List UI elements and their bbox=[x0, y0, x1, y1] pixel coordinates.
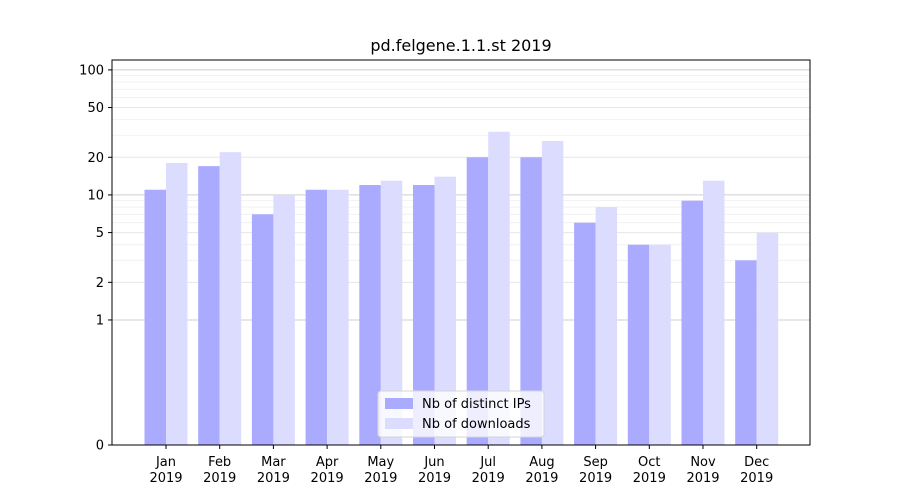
bar-downloads-jan bbox=[166, 163, 188, 445]
x-tick-year: 2019 bbox=[686, 471, 719, 486]
plot-frame bbox=[111, 59, 811, 446]
y-axis: 0 1 2 5 10 20 50 100 bbox=[79, 63, 112, 454]
bar-distinct-ips-jan bbox=[144, 189, 166, 445]
bar-downloads-feb bbox=[219, 152, 242, 445]
legend-swatch bbox=[385, 398, 413, 409]
y-tick-label: 10 bbox=[87, 188, 104, 203]
x-tick-label: Jun 2019 bbox=[418, 455, 451, 486]
legend: Nb of distinct IPs Nb of downloads bbox=[377, 390, 545, 438]
bar-downloads-jul bbox=[488, 131, 510, 445]
x-tick-month: Sep bbox=[583, 455, 608, 470]
bar-distinct-ips-jul bbox=[466, 157, 489, 445]
x-tick-year: 2019 bbox=[418, 471, 451, 486]
bar-distinct-ips-aug bbox=[520, 157, 542, 445]
bar-distinct-ips-may bbox=[359, 185, 381, 445]
x-tick-label: May 2019 bbox=[364, 455, 397, 486]
x-tick-label: Oct 2019 bbox=[633, 455, 666, 486]
x-tick-month: Jul bbox=[479, 455, 496, 470]
x-tick-year: 2019 bbox=[149, 471, 182, 486]
x-tick-label: Nov 2019 bbox=[686, 455, 719, 486]
x-tick-month: Apr bbox=[316, 455, 339, 470]
x-tick-label: Dec 2019 bbox=[740, 455, 773, 486]
x-tick-label: Jul 2019 bbox=[472, 455, 505, 486]
bar-distinct-ips-jun bbox=[413, 185, 435, 445]
x-tick-label: Jan 2019 bbox=[149, 455, 182, 486]
x-tick-month: Oct bbox=[638, 455, 660, 470]
x-tick-year: 2019 bbox=[364, 471, 397, 486]
bar-downloads-aug bbox=[541, 140, 564, 445]
x-tick-year: 2019 bbox=[203, 471, 236, 486]
x-tick-year: 2019 bbox=[311, 471, 344, 486]
x-tick-month: Feb bbox=[208, 455, 231, 470]
bar-downloads-apr bbox=[327, 189, 349, 445]
x-tick-month: Dec bbox=[744, 455, 769, 470]
x-tick-month: Jun bbox=[423, 455, 444, 470]
bar-downloads-oct bbox=[649, 244, 671, 445]
y-tick-label: 100 bbox=[79, 63, 104, 78]
bar-distinct-ips-mar bbox=[251, 214, 274, 445]
bar-downloads-sep bbox=[595, 207, 618, 445]
x-tick-label: Aug 2019 bbox=[525, 455, 558, 486]
x-tick-month: Aug bbox=[529, 455, 554, 470]
x-tick-year: 2019 bbox=[740, 471, 773, 486]
y-tick-label: 20 bbox=[87, 151, 104, 166]
bar-downloads-nov bbox=[703, 180, 725, 445]
y-tick-label: 5 bbox=[96, 226, 104, 241]
x-tick-month: Jan bbox=[155, 455, 176, 470]
y-tick-label: 2 bbox=[96, 276, 104, 291]
bar-downloads-dec bbox=[756, 232, 779, 445]
x-tick-year: 2019 bbox=[579, 471, 612, 486]
legend-swatch bbox=[385, 418, 413, 429]
bar-distinct-ips-dec bbox=[735, 260, 757, 445]
y-tick-label: 50 bbox=[87, 101, 104, 116]
x-tick-label: Apr 2019 bbox=[311, 455, 344, 486]
x-tick-year: 2019 bbox=[257, 471, 290, 486]
bars bbox=[144, 131, 779, 445]
x-tick-year: 2019 bbox=[633, 471, 666, 486]
x-tick-month: Nov bbox=[690, 455, 716, 470]
x-tick-month: Mar bbox=[261, 455, 286, 470]
bar-distinct-ips-oct bbox=[627, 244, 650, 445]
bar-distinct-ips-sep bbox=[574, 222, 596, 445]
y-tick-label: 0 bbox=[96, 439, 104, 454]
bar-distinct-ips-feb bbox=[198, 166, 220, 445]
legend-label: Nb of downloads bbox=[422, 417, 531, 432]
bar-downloads-jun bbox=[434, 176, 456, 445]
x-tick-year: 2019 bbox=[472, 471, 505, 486]
chart-title: pd.felgene.1.1.st 2019 bbox=[370, 36, 551, 55]
y-tick-label: 1 bbox=[96, 313, 104, 328]
x-tick-year: 2019 bbox=[525, 471, 558, 486]
bar-downloads-may bbox=[380, 180, 403, 445]
bar-downloads-mar bbox=[273, 194, 295, 445]
x-tick-label: Mar 2019 bbox=[257, 455, 290, 486]
legend-label: Nb of distinct IPs bbox=[422, 397, 531, 412]
bar-distinct-ips-nov bbox=[681, 200, 703, 445]
x-tick-month: May bbox=[367, 455, 394, 470]
x-tick-label: Sep 2019 bbox=[579, 455, 612, 486]
bar-distinct-ips-apr bbox=[305, 189, 328, 445]
x-tick-label: Feb 2019 bbox=[203, 455, 236, 486]
legend-box bbox=[377, 390, 545, 438]
